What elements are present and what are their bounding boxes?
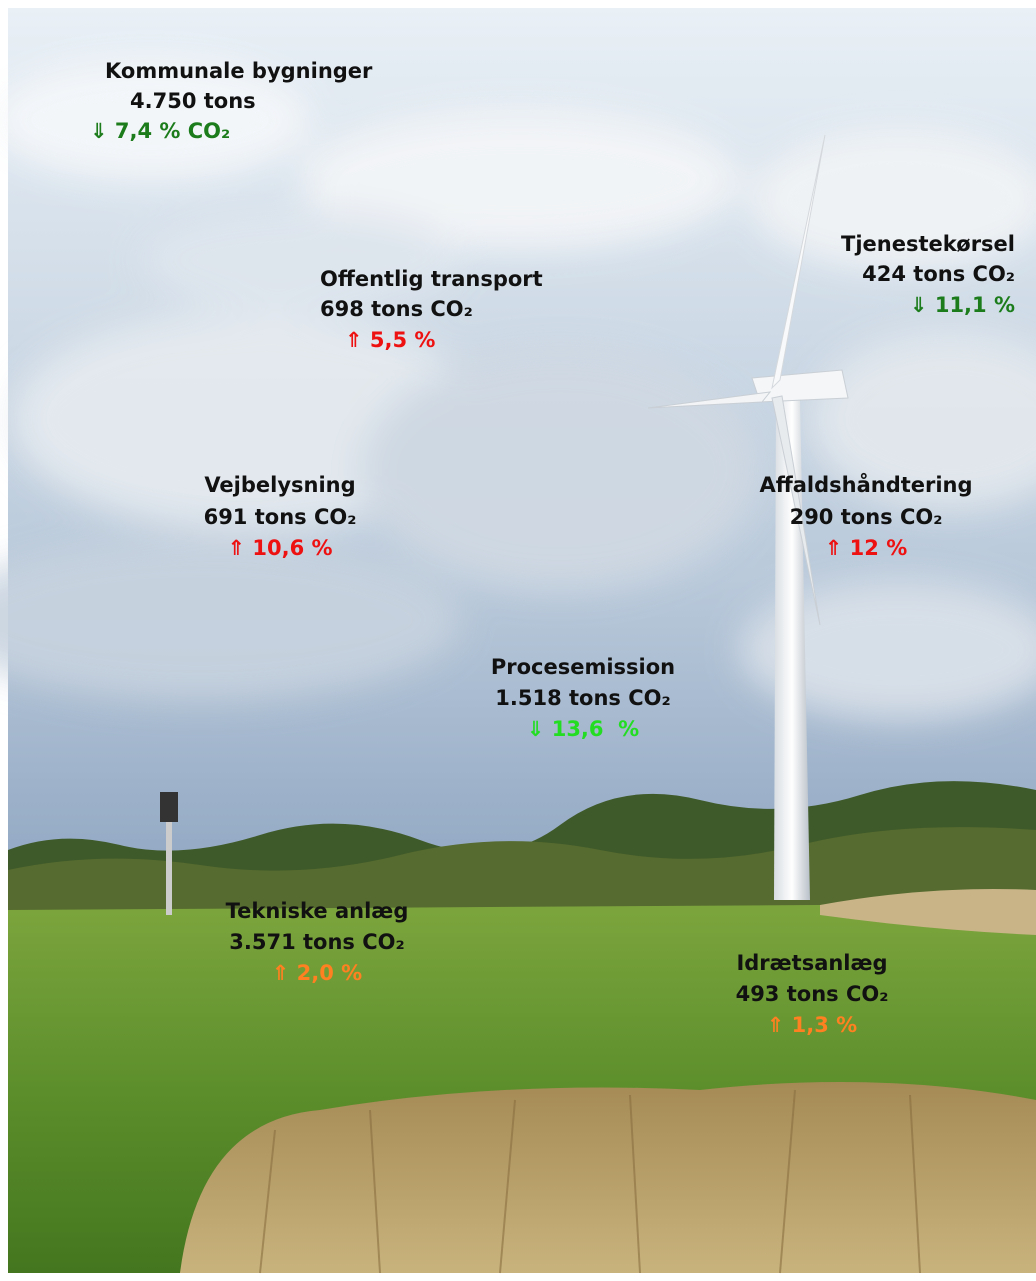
label-change: ⇑ 12 % [824,536,908,560]
label-change: ⇓ 7,4 % CO₂ [90,119,231,143]
label-amount: 691 tons CO₂ [203,505,357,529]
label-name: Procesemission [490,655,676,679]
label-name: Kommunale bygninger [105,59,373,83]
label-change: ⇑ 2,0 % [271,961,363,985]
label-amount: 3.571 tons CO₂ [229,930,405,954]
label-change: ⇑ 10,6 % [227,536,333,560]
label-change: ⇓ 11,1 % [909,293,1015,317]
label-name: Idrætsanlæg [736,951,888,975]
label-name: Tjenestekørsel [841,232,1015,256]
label-amount: 1.518 tons CO₂ [495,686,671,710]
label-amount: 493 tons CO₂ [735,982,889,1006]
label-name: Affaldshåndtering [759,473,973,497]
label-name: Vejbelysning [204,473,356,497]
label-amount: 424 tons CO₂ [862,262,1015,286]
label-change: ⇓ 13,6 % [526,717,640,741]
label-amount: 290 tons CO₂ [789,505,943,529]
label-name: Offentlig transport [320,267,543,291]
label-change: ⇑ 1,3 % [766,1013,858,1037]
label-change: ⇑ 5,5 % [345,328,436,352]
label-amount: 698 tons CO₂ [320,297,473,321]
label-amount: 4.750 tons [130,89,256,113]
label-name: Tekniske anlæg [225,899,409,923]
